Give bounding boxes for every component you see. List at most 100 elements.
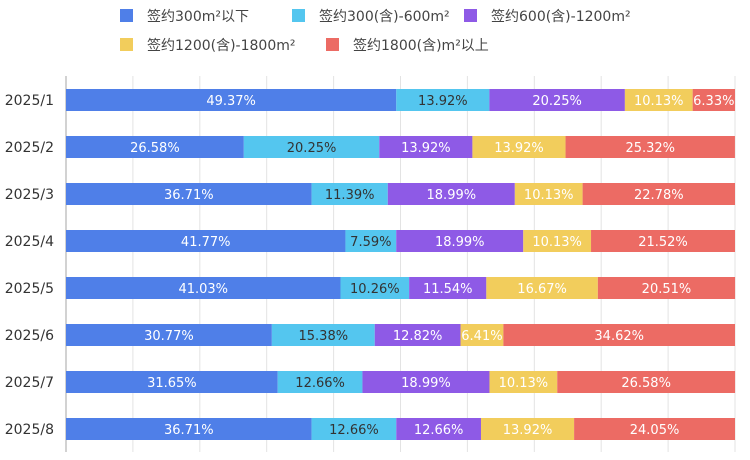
category-label: 2025/5 [5, 281, 54, 297]
legend-swatch [292, 9, 305, 22]
bar-segment [523, 230, 592, 252]
bar-segment [480, 418, 575, 440]
bar-segment [66, 89, 397, 111]
data-label: 20.51% [642, 282, 692, 297]
bar-segment [582, 183, 735, 205]
bar-segment [597, 277, 736, 299]
data-label: 49.37% [206, 94, 256, 109]
legend-label: 签约1200(含)-1800m² [147, 37, 295, 54]
grid [65, 76, 736, 452]
data-label: 13.92% [494, 141, 544, 156]
bar-segment [374, 324, 461, 346]
data-label: 10.13% [499, 376, 549, 391]
bar-segment [460, 324, 504, 346]
bar-segment [66, 183, 312, 205]
bars: 49.37% 13.92% 20.25% 10.13% 6.33% 26.58% 20.25… [66, 89, 736, 440]
bar-segment [66, 277, 341, 299]
data-label: 15.38% [299, 329, 349, 344]
bar-segment [345, 230, 397, 252]
category-label: 2025/3 [5, 187, 54, 203]
bar-segment [591, 230, 735, 252]
bar-segment [311, 183, 388, 205]
data-label: 12.82% [393, 329, 443, 344]
data-label: 18.99% [435, 235, 485, 250]
data-label: 24.05% [630, 423, 680, 438]
bar-segment [396, 418, 481, 440]
legend-label: 签约1800(含)m²以上 [353, 37, 489, 54]
data-label: 11.39% [325, 188, 375, 203]
bar-segment [66, 324, 272, 346]
data-label: 13.92% [418, 94, 468, 109]
data-label: 26.58% [130, 141, 180, 156]
bar-segment [514, 183, 583, 205]
data-label: 26.58% [621, 376, 671, 391]
legend-label: 签约300m²以下 [147, 8, 249, 25]
bar-segment [557, 371, 736, 393]
bar-segment [379, 136, 473, 158]
data-label: 16.67% [517, 282, 567, 297]
data-label: 12.66% [414, 423, 464, 438]
category-label: 2025/8 [5, 422, 54, 438]
bar-segment [574, 418, 735, 440]
bar-segment [692, 89, 735, 111]
bar-segment [387, 183, 515, 205]
data-label: 22.78% [634, 188, 684, 203]
bar-segment [624, 89, 693, 111]
data-label: 36.71% [164, 188, 214, 203]
bar-segment [489, 89, 625, 111]
data-label: 10.13% [532, 235, 582, 250]
bar-segment [396, 89, 490, 111]
y-axis-labels: 2025/1 2025/2 2025/3 2025/4 2025/5 2025/6 2025… [5, 93, 54, 438]
bar-segment [362, 371, 490, 393]
data-label: 11.54% [423, 282, 473, 297]
bar-segment [66, 371, 278, 393]
legend-swatch [120, 38, 133, 51]
data-label: 6.41% [461, 329, 502, 344]
bar-segment [277, 371, 363, 393]
bar-segment [503, 324, 735, 346]
data-label: 12.66% [295, 376, 345, 391]
data-label: 36.71% [164, 423, 214, 438]
bar-segment [489, 371, 558, 393]
data-label: 10.13% [634, 94, 684, 109]
legend: 签约300m²以下 签约300(含)-600m² 签约600(含)-1200m²签约… [120, 8, 631, 54]
bar-segment [472, 136, 566, 158]
data-label: 30.77% [144, 329, 194, 344]
legend-swatch [120, 9, 133, 22]
bar-segment [396, 230, 524, 252]
bar-segment [243, 136, 380, 158]
data-label: 10.26% [350, 282, 400, 297]
data-label: 21.52% [638, 235, 688, 250]
data-label: 41.03% [178, 282, 228, 297]
bar-segment [486, 277, 598, 299]
data-label: 25.32% [625, 141, 675, 156]
bar-segment [271, 324, 375, 346]
data-label: 10.13% [524, 188, 574, 203]
data-label: 13.92% [401, 141, 451, 156]
category-label: 2025/1 [5, 93, 54, 109]
legend-label: 签约300(含)-600m² [319, 8, 450, 25]
data-label: 13.92% [503, 423, 553, 438]
data-label: 18.99% [401, 376, 451, 391]
bar-segment [340, 277, 410, 299]
bar-segment [409, 277, 487, 299]
data-label: 20.25% [532, 94, 582, 109]
data-label: 12.66% [329, 423, 379, 438]
data-label: 20.25% [287, 141, 337, 156]
legend-swatch [326, 38, 339, 51]
legend-swatch [464, 9, 477, 22]
category-label: 2025/7 [5, 375, 54, 391]
category-label: 2025/2 [5, 140, 54, 156]
bar-segment [66, 418, 312, 440]
data-label: 18.99% [427, 188, 477, 203]
data-label: 6.33% [693, 94, 734, 109]
data-label: 7.59% [350, 235, 391, 250]
data-label: 31.65% [147, 376, 197, 391]
category-label: 2025/4 [5, 234, 54, 250]
legend-label: 签约600(含)-1200m² [491, 8, 631, 25]
data-label: 41.77% [181, 235, 231, 250]
bar-segment [565, 136, 735, 158]
bar-segment [311, 418, 397, 440]
bar-segment [66, 230, 346, 252]
